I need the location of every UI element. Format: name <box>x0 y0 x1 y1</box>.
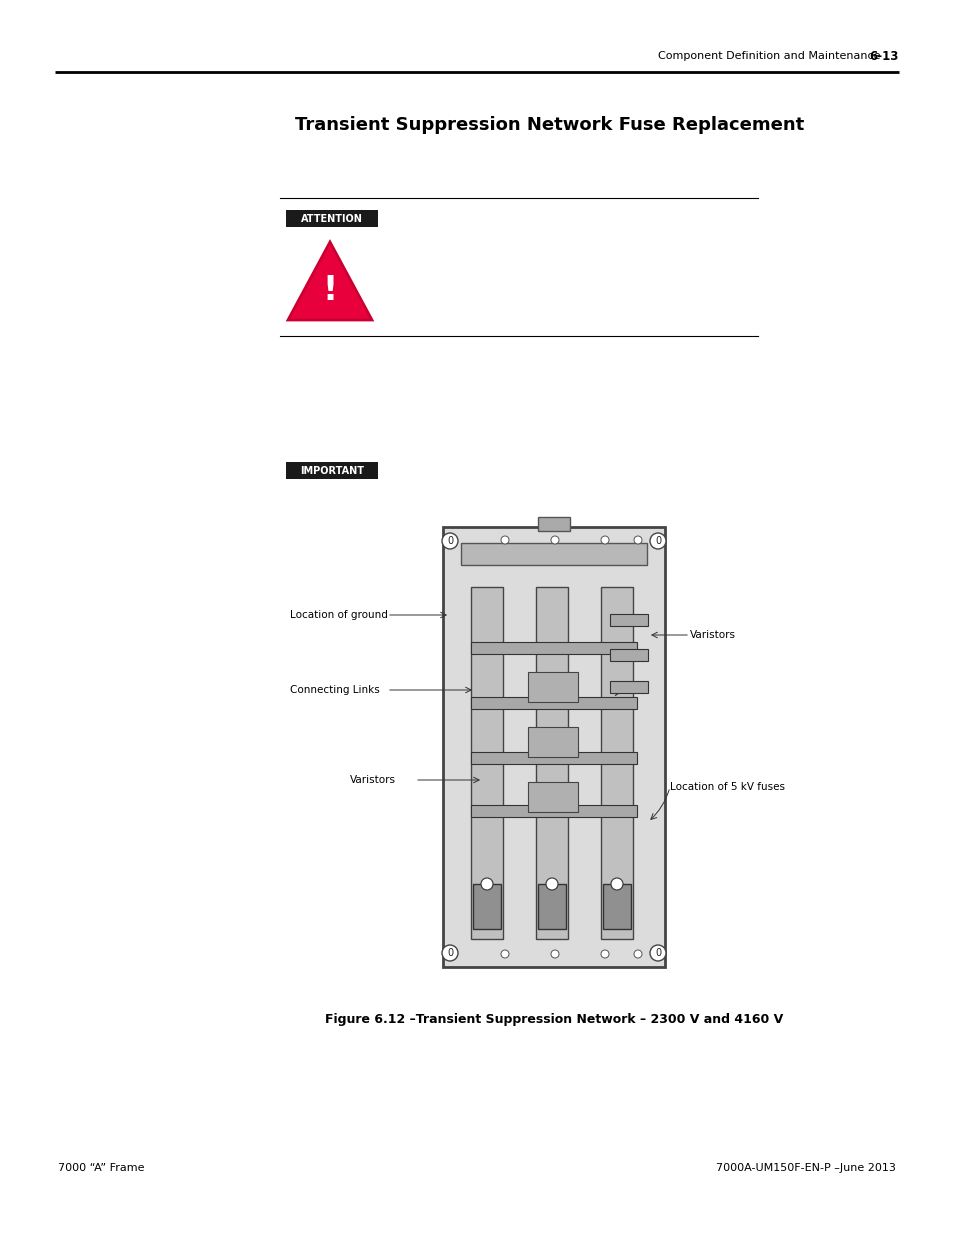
Bar <box>527 672 578 701</box>
Text: ATTENTION: ATTENTION <box>301 214 362 224</box>
Text: 0: 0 <box>655 536 660 546</box>
Bar <box>473 884 500 929</box>
Bar <box>537 517 569 531</box>
Bar <box>471 697 637 709</box>
Text: Transient Suppression Network Fuse Replacement: Transient Suppression Network Fuse Repla… <box>294 116 803 135</box>
Circle shape <box>500 950 509 958</box>
Bar <box>609 680 647 693</box>
Circle shape <box>441 534 457 550</box>
Text: Component Definition and Maintenance: Component Definition and Maintenance <box>658 51 880 61</box>
Text: 6-13: 6-13 <box>869 49 898 63</box>
Bar <box>609 614 647 626</box>
Text: Varistors: Varistors <box>689 630 735 640</box>
Circle shape <box>610 878 622 890</box>
Bar <box>527 782 578 811</box>
Bar <box>471 805 637 818</box>
Text: Connecting Links: Connecting Links <box>290 685 379 695</box>
Circle shape <box>551 536 558 543</box>
Bar <box>286 210 377 227</box>
Circle shape <box>649 945 665 961</box>
Bar <box>602 884 630 929</box>
Bar <box>460 543 646 564</box>
Bar <box>286 462 377 479</box>
Text: 7000A-UM150F-EN-P –June 2013: 7000A-UM150F-EN-P –June 2013 <box>716 1163 895 1173</box>
Text: Location of ground: Location of ground <box>290 610 388 620</box>
Text: Figure 6.12 –Transient Suppression Network – 2300 V and 4160 V: Figure 6.12 –Transient Suppression Netwo… <box>325 1013 782 1025</box>
Text: 0: 0 <box>446 536 453 546</box>
Circle shape <box>441 945 457 961</box>
Bar <box>471 642 637 655</box>
Circle shape <box>500 536 509 543</box>
Circle shape <box>600 536 608 543</box>
Text: IMPORTANT: IMPORTANT <box>299 466 364 475</box>
Text: 0: 0 <box>446 948 453 958</box>
Bar <box>442 527 664 967</box>
Bar <box>609 650 647 661</box>
Text: !: ! <box>322 274 337 306</box>
Circle shape <box>480 878 493 890</box>
Bar <box>536 587 567 939</box>
Text: 0: 0 <box>655 948 660 958</box>
Circle shape <box>551 950 558 958</box>
Circle shape <box>649 534 665 550</box>
Text: Location of 5 kV fuses: Location of 5 kV fuses <box>669 782 784 792</box>
Bar <box>537 884 565 929</box>
Circle shape <box>545 878 558 890</box>
Text: 7000 “A” Frame: 7000 “A” Frame <box>58 1163 144 1173</box>
Circle shape <box>634 536 641 543</box>
Bar <box>600 587 633 939</box>
Bar <box>471 587 502 939</box>
Bar <box>527 727 578 757</box>
Circle shape <box>634 950 641 958</box>
Bar <box>471 752 637 764</box>
Text: Varistors: Varistors <box>350 776 395 785</box>
Circle shape <box>600 950 608 958</box>
Polygon shape <box>288 242 372 320</box>
